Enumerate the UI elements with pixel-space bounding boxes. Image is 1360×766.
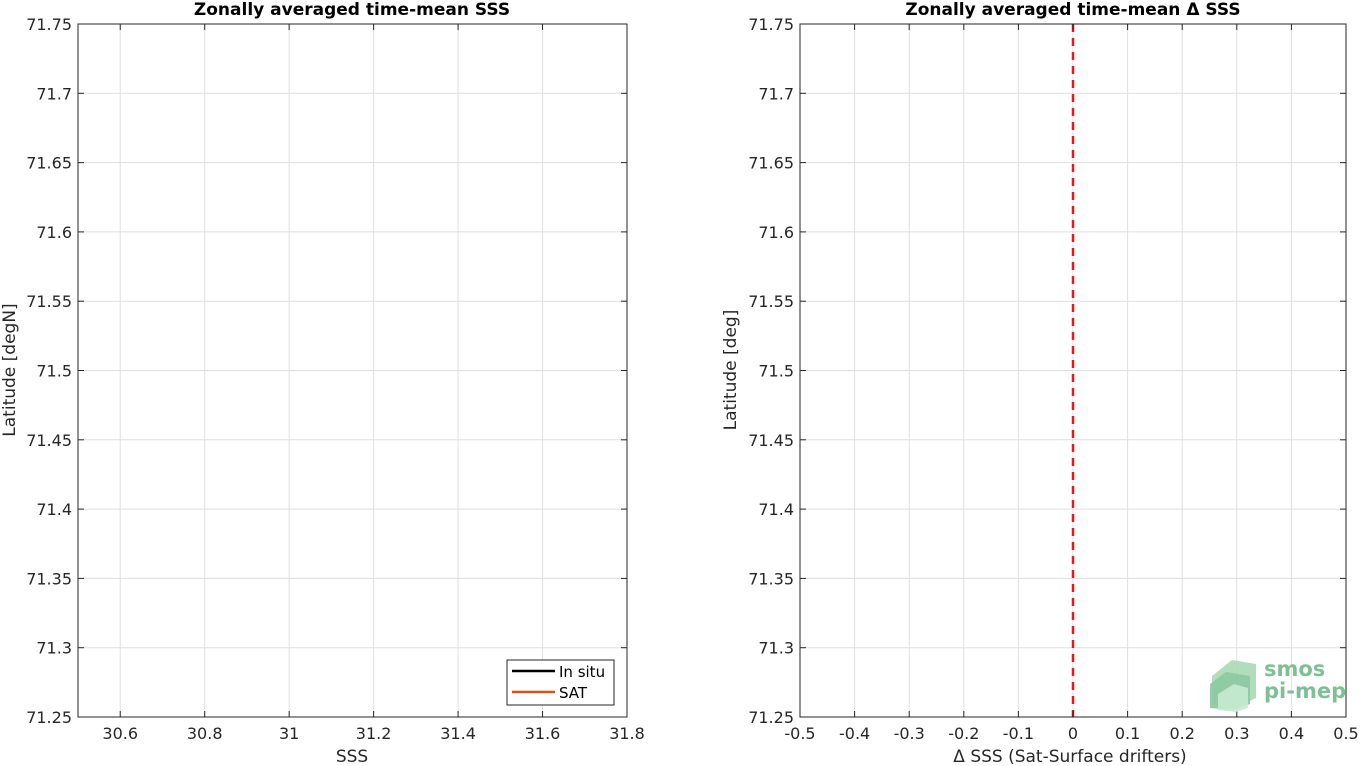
logo-text-pi-mep: pi-mep xyxy=(1264,679,1346,703)
logo-text-smos: smos xyxy=(1264,657,1325,681)
y-tick-label: 71.55 xyxy=(26,292,72,311)
y-tick-label: 71.35 xyxy=(26,569,72,588)
x-tick-label: 31.8 xyxy=(609,724,645,743)
y-tick-label: 71.7 xyxy=(36,84,72,103)
legend-label-in-situ: In situ xyxy=(559,663,605,681)
y-tick-label: 71.5 xyxy=(36,362,72,381)
x-tick-label: 0 xyxy=(1068,724,1078,743)
x-ticks-right: -0.5 -0.4 -0.3 -0.2 -0.1 0 0.1 0.2 0.3 0.4 0.5 xyxy=(784,24,1359,743)
y-tick-label: 71.6 xyxy=(36,223,72,242)
y-tick-label: 71.35 xyxy=(748,569,794,588)
x-tick-label: 0.5 xyxy=(1333,724,1358,743)
x-tick-label: 31.6 xyxy=(525,724,561,743)
y-tick-label: 71.3 xyxy=(758,639,794,658)
y-tick-label: 71.4 xyxy=(758,500,794,519)
x-tick-label: 0.1 xyxy=(1115,724,1140,743)
y-tick-label: 71.55 xyxy=(748,292,794,311)
y-tick-label: 71.6 xyxy=(758,223,794,242)
y-axis-label-right: Latitude [deg] xyxy=(721,310,741,431)
x-tick-label: 0.3 xyxy=(1224,724,1249,743)
x-tick-label: -0.2 xyxy=(948,724,979,743)
x-tick-label: 0.2 xyxy=(1169,724,1194,743)
x-axis-label-right: Δ SSS (Sat-Surface drifters) xyxy=(953,747,1186,766)
y-axis-label-left: Latitude [degN] xyxy=(0,303,20,436)
y-tick-label: 71.5 xyxy=(758,362,794,381)
y-tick-label: 71.75 xyxy=(748,15,794,34)
logo-layer-front xyxy=(1218,684,1248,712)
chart-left: 30.6 30.8 31 31.2 31.4 31.6 31.8 71.25 71.3 71.3… xyxy=(0,0,645,766)
y-ticks-right: 71.25 71.3 71.35 71.4 71.45 71.5 71.55 71.6 71.6… xyxy=(748,15,1346,727)
legend-label-sat: SAT xyxy=(559,684,588,702)
x-tick-label: 0.4 xyxy=(1279,724,1304,743)
y-tick-label: 71.25 xyxy=(26,708,72,727)
y-tick-label: 71.65 xyxy=(26,154,72,173)
x-tick-label: 30.8 xyxy=(187,724,223,743)
x-tick-label: -0.5 xyxy=(784,724,815,743)
legend[interactable]: In situ SAT xyxy=(506,659,615,706)
smos-pi-mep-logo: smos pi-mep xyxy=(1210,657,1346,712)
chart-right: -0.5 -0.4 -0.3 -0.2 -0.1 0 0.1 0.2 0.3 0.4 0.5 71.… xyxy=(721,0,1359,766)
y-tick-label: 71.25 xyxy=(748,708,794,727)
x-tick-label: -0.1 xyxy=(1003,724,1034,743)
x-tick-label: -0.4 xyxy=(839,724,870,743)
chart-title-right: Zonally averaged time-mean Δ SSS xyxy=(905,0,1240,20)
x-axis-label-left: SSS xyxy=(336,747,368,766)
x-tick-label: 31 xyxy=(279,724,299,743)
y-tick-label: 71.7 xyxy=(758,84,794,103)
y-tick-label: 71.4 xyxy=(36,500,72,519)
legend-box xyxy=(506,659,615,706)
y-tick-label: 71.3 xyxy=(36,639,72,658)
x-tick-label: -0.3 xyxy=(894,724,925,743)
y-tick-label: 71.75 xyxy=(26,15,72,34)
x-tick-label: 31.2 xyxy=(356,724,392,743)
x-tick-label: 31.4 xyxy=(440,724,476,743)
y-ticks-left: 71.25 71.3 71.35 71.4 71.45 71.5 71.55 71.6 71.6… xyxy=(26,15,627,727)
chart-title-left: Zonally averaged time-mean SSS xyxy=(194,0,510,20)
x-tick-label: 30.6 xyxy=(102,724,138,743)
y-tick-label: 71.45 xyxy=(748,431,794,450)
x-ticks-left: 30.6 30.8 31 31.2 31.4 31.6 31.8 xyxy=(102,24,645,743)
y-tick-label: 71.65 xyxy=(748,154,794,173)
y-tick-label: 71.45 xyxy=(26,431,72,450)
